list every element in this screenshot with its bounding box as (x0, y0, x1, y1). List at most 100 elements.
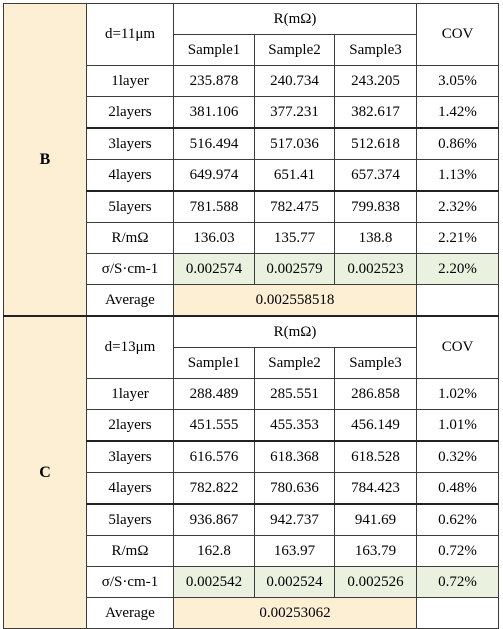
r-header: R(mΩ) (172, 315, 418, 348)
row-label: 2layers (86, 96, 174, 129)
group-label: C (3, 315, 87, 629)
sample-value: 0.002574 (173, 253, 255, 285)
sample-value: 936.867 (173, 503, 255, 536)
group-label: B (3, 3, 87, 317)
table-row: 5layers 781.588 782.475 799.838 2.32% (4, 190, 500, 223)
sample-value: 784.423 (333, 472, 418, 505)
sample-value: 799.838 (333, 190, 418, 223)
sample-value: 235.878 (173, 65, 255, 97)
cov-value: 1.02% (416, 378, 500, 410)
sample-value: 381.106 (173, 96, 255, 129)
average-value: 0.002558518 (172, 284, 418, 317)
average-label: Average (86, 284, 174, 317)
table-row: σ/S·cm-1 0.002542 0.002524 0.002526 0.72% (4, 566, 500, 598)
average-row: Average 0.002558518 (4, 284, 500, 317)
table-row: 4layers 649.974 651.41 657.374 1.13% (4, 159, 500, 192)
cov-value: 2.32% (416, 190, 500, 223)
row-label: σ/S·cm-1 (86, 566, 174, 598)
sample-value: 288.489 (173, 378, 255, 410)
row-label: 3layers (86, 127, 174, 160)
empty-cell (416, 284, 500, 317)
row-label: 2layers (86, 409, 174, 442)
cov-value: 0.72% (416, 566, 500, 598)
cov-header: COV (416, 315, 500, 379)
sample-value: 243.205 (333, 65, 418, 97)
sample-value: 0.002542 (173, 566, 255, 598)
sample-header: Sample1 (173, 347, 255, 379)
thickness-label: d=11μm (86, 3, 174, 66)
table-row: 2layers 381.106 377.231 382.617 1.42% (4, 96, 500, 129)
sample-value: 517.036 (254, 127, 335, 160)
sample-value: 285.551 (254, 378, 335, 410)
sample-value: 286.858 (333, 378, 418, 410)
sample-header: Sample2 (254, 34, 335, 66)
sample-value: 618.368 (254, 440, 335, 473)
sample-value: 782.475 (254, 190, 335, 223)
sample-value: 781.588 (173, 190, 255, 223)
sample-header: Sample3 (333, 34, 418, 66)
thickness-label: d=13μm (86, 315, 174, 379)
cov-value: 1.42% (416, 96, 500, 129)
sample-value: 0.002524 (254, 566, 335, 598)
row-label: 5layers (86, 503, 174, 536)
sample-value: 0.002523 (333, 253, 418, 285)
table-row: R/mΩ 162.8 163.97 163.79 0.72% (4, 535, 500, 567)
row-label: R/mΩ (86, 535, 174, 567)
sample-value: 377.231 (254, 96, 335, 129)
cov-value: 0.48% (416, 472, 500, 505)
sample-value: 618.528 (333, 440, 418, 473)
table-row: 1layer 288.489 285.551 286.858 1.02% (4, 378, 500, 410)
cov-value: 2.21% (416, 222, 500, 254)
cov-value: 1.01% (416, 409, 500, 442)
empty-cell (416, 597, 500, 629)
sample-value: 162.8 (173, 535, 255, 567)
sample-header: Sample2 (254, 347, 335, 379)
sample-value: 382.617 (333, 96, 418, 129)
row-label: 4layers (86, 472, 174, 505)
row-label: 5layers (86, 190, 174, 223)
table-row: 3layers 516.494 517.036 512.618 0.86% (4, 127, 500, 160)
sample-value: 455.353 (254, 409, 335, 442)
sample-value: 941.69 (333, 503, 418, 536)
table-row: σ/S·cm-1 0.002574 0.002579 0.002523 2.20% (4, 253, 500, 285)
sample-value: 780.636 (254, 472, 335, 505)
sample-value: 163.79 (333, 535, 418, 567)
sample-value: 135.77 (254, 222, 335, 254)
average-value: 0.00253062 (172, 597, 418, 629)
row-label: 3layers (86, 440, 174, 473)
cov-header: COV (416, 3, 500, 66)
sample-value: 782.822 (173, 472, 255, 505)
sample-value: 451.555 (173, 409, 255, 442)
row-label: 1layer (86, 65, 174, 97)
sample-value: 136.03 (173, 222, 255, 254)
average-row: Average 0.00253062 (4, 597, 500, 629)
sample-value: 456.149 (333, 409, 418, 442)
sample-value: 942.737 (254, 503, 335, 536)
sample-value: 0.002579 (254, 253, 335, 285)
cov-value: 0.32% (416, 440, 500, 473)
row-label: 1layer (86, 378, 174, 410)
row-label: σ/S·cm-1 (86, 253, 174, 285)
r-header: R(mΩ) (172, 3, 418, 35)
sample-value: 240.734 (254, 65, 335, 97)
sample-value: 651.41 (254, 159, 335, 192)
cov-value: 0.72% (416, 535, 500, 567)
sample-header-row: Sample1 Sample2 Sample3 (4, 34, 499, 66)
sample-value: 657.374 (333, 159, 418, 192)
average-label: Average (86, 597, 174, 629)
sample-header-row: Sample1 Sample2 Sample3 (4, 347, 499, 379)
sample-value: 649.974 (173, 159, 255, 192)
table-row: R/mΩ 136.03 135.77 138.8 2.21% (4, 222, 500, 254)
cov-value: 3.05% (416, 65, 500, 97)
cov-value: 0.86% (416, 127, 500, 160)
sample-value: 163.97 (254, 535, 335, 567)
row-label: R/mΩ (86, 222, 174, 254)
sample-value: 138.8 (333, 222, 418, 254)
sample-value: 512.618 (333, 127, 418, 160)
table-row: 5layers 936.867 942.737 941.69 0.62% (4, 503, 500, 536)
cov-value: 0.62% (416, 503, 500, 536)
sample-value: 0.002526 (333, 566, 418, 598)
